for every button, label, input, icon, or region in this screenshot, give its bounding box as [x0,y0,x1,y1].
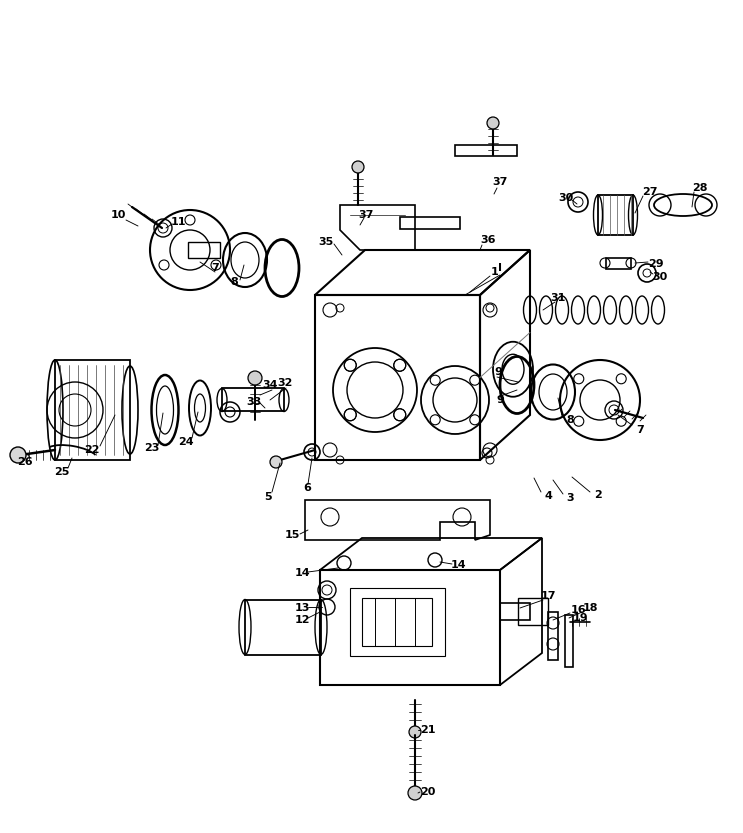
Bar [606,258,631,269]
Text: 8: 8 [230,277,238,287]
Text: 30: 30 [652,272,668,282]
Text: 14: 14 [450,560,466,570]
Bar [400,217,460,229]
Bar [362,598,432,646]
Text: 18: 18 [583,603,598,613]
Circle shape [352,161,364,173]
Bar [222,388,284,411]
Text: 26: 26 [17,457,33,467]
Text: 7: 7 [211,263,219,273]
Text: 17: 17 [540,591,556,601]
Bar [565,615,573,667]
Text: 12: 12 [294,615,310,625]
Text: 5: 5 [265,492,272,502]
Bar [455,145,517,156]
Text: 21: 21 [421,725,435,735]
Text: 37: 37 [358,210,374,220]
Text: 7: 7 [636,425,644,435]
Circle shape [248,371,262,385]
Text: 15: 15 [285,530,299,540]
Text: 30: 30 [559,193,574,203]
Text: I: I [498,263,502,273]
Text: 36: 36 [480,235,496,245]
Text: 9: 9 [496,395,504,405]
Bar [598,195,633,235]
Text: 28: 28 [692,183,708,193]
Text: 14: 14 [294,568,310,578]
Bar [188,242,220,258]
Bar [245,600,321,655]
Text: 29: 29 [648,259,663,269]
Text: 27: 27 [642,187,658,197]
Text: 10: 10 [110,210,126,220]
Text: 25: 25 [54,467,70,477]
Text: 3: 3 [566,493,574,503]
Text: 32: 32 [277,378,293,388]
Text: 22: 22 [84,445,100,455]
Text: 34: 34 [262,380,278,390]
Text: 16: 16 [570,605,585,615]
Text: 6: 6 [303,483,311,493]
Bar [350,588,445,656]
Text: 37: 37 [493,177,507,187]
Text: 19: 19 [572,613,588,623]
Bar [548,612,558,660]
Text: 2: 2 [594,490,602,500]
Text: 8: 8 [566,415,574,425]
Circle shape [10,447,26,463]
Bar [518,598,548,625]
Bar [500,603,530,620]
Text: 1: 1 [491,267,499,277]
Text: 9: 9 [494,367,502,377]
Text: 13: 13 [294,603,310,613]
Circle shape [408,786,422,800]
Text: 11: 11 [170,217,186,227]
Text: 31: 31 [551,293,565,303]
Text: 35: 35 [318,237,334,247]
Text: 20: 20 [421,787,435,797]
Circle shape [270,456,282,468]
Text: 4: 4 [544,491,552,501]
Circle shape [487,117,499,129]
Circle shape [409,726,421,738]
Text: 23: 23 [144,443,160,453]
Text: 24: 24 [178,437,194,447]
Text: 33: 33 [247,397,262,407]
Bar [55,360,130,460]
